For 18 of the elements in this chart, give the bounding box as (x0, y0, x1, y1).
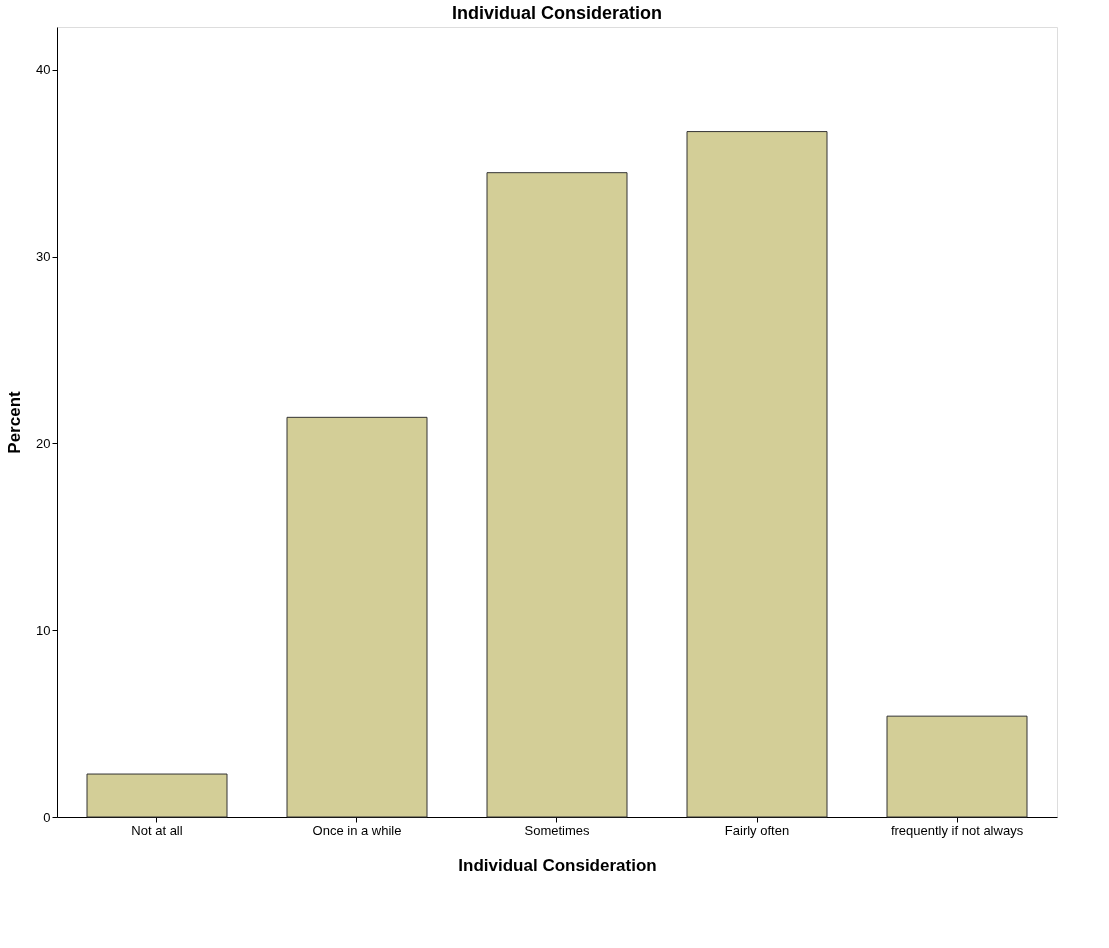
y-axis-title: Percent (5, 390, 25, 454)
y-tick-label: 30 (36, 249, 51, 265)
x-axis-title: Individual Consideration (458, 855, 657, 875)
x-tick-label: frequently if not always (890, 822, 1024, 838)
bar (886, 715, 1028, 818)
x-tick-label: Sometimes (524, 822, 590, 838)
bar (486, 172, 628, 818)
y-tick-label: 20 (36, 435, 51, 451)
chart-title: Individual Consideration (451, 3, 663, 23)
x-tick-label: Once in a while (312, 822, 402, 838)
x-tick-label: Fairly often (724, 822, 790, 838)
y-tick-label: 10 (36, 622, 51, 638)
x-tick-label: Not at all (131, 822, 183, 838)
bar (286, 416, 428, 818)
bar (86, 773, 228, 818)
y-tick-label: 40 (36, 62, 51, 78)
y-tick-label: 0 (43, 809, 51, 825)
bar (686, 131, 828, 818)
